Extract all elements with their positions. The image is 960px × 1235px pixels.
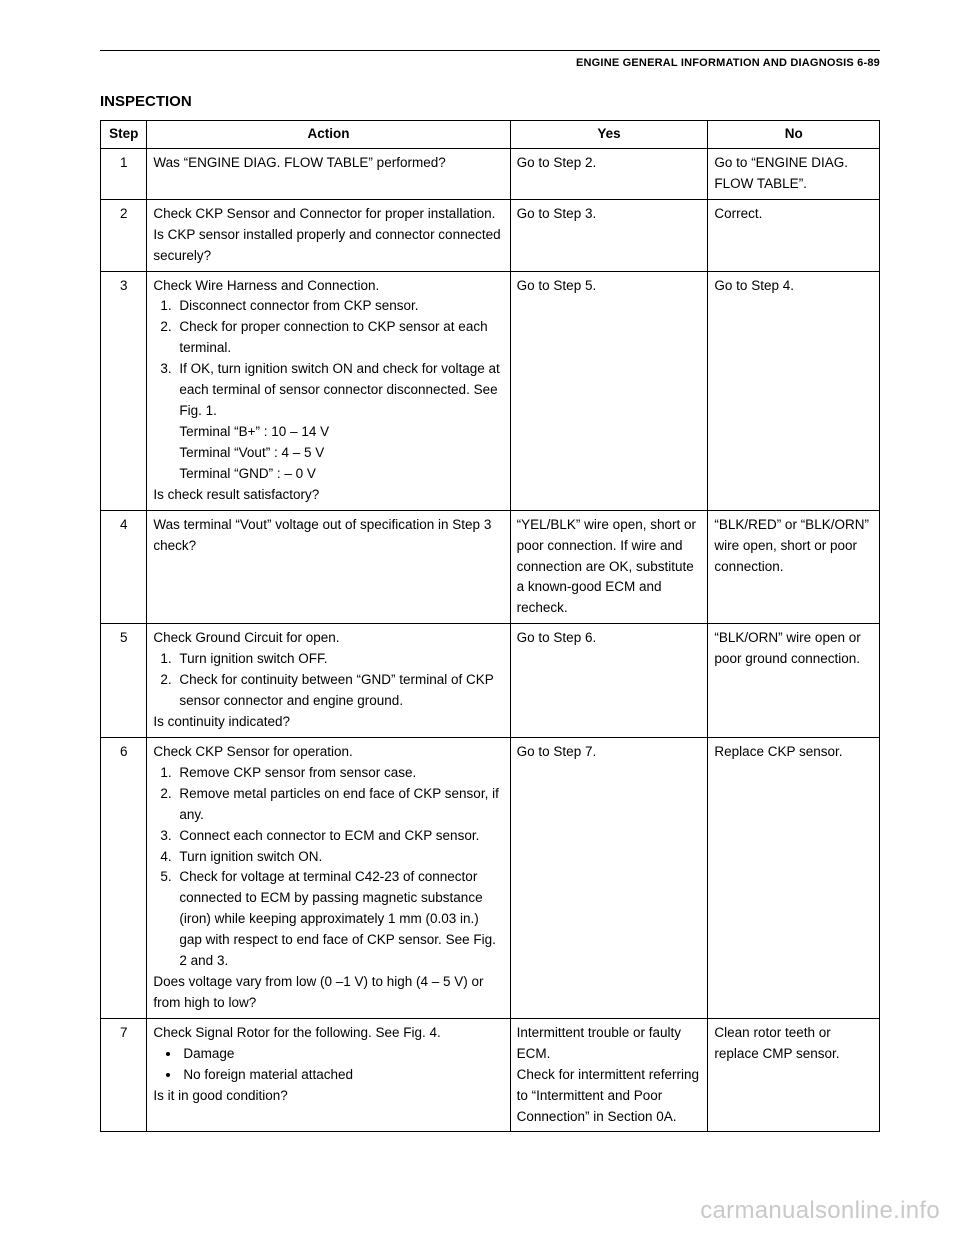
section-title: INSPECTION [100,93,880,110]
action-list-item: Connect each connector to ECM and CKP se… [175,826,503,847]
no-cell: “BLK/RED” or “BLK/ORN” wire open, short … [708,510,880,624]
table-header-row: Step Action Yes No [101,121,880,149]
action-list-item: Remove metal particles on end face of CK… [175,784,503,826]
step-cell: 6 [101,737,147,1018]
watermark: carmanualsonline.info [700,1197,940,1225]
inspection-table: Step Action Yes No 1 Was “ENGINE DIAG. FL… [100,120,880,1132]
table-row: 2 Check CKP Sensor and Connector for prop… [101,199,880,271]
action-intro: Check Signal Rotor for the following. Se… [153,1023,503,1044]
col-yes: Yes [510,121,708,149]
action-ordered-list: Disconnect connector from CKP sensor.Che… [153,296,503,484]
no-cell: Clean rotor teeth or replace CMP sensor. [708,1018,880,1132]
action-list-item: Check for voltage at terminal C42-23 of … [175,867,503,972]
table-row: 7 Check Signal Rotor for the following. S… [101,1018,880,1132]
table-row: 1 Was “ENGINE DIAG. FLOW TABLE” performed… [101,148,880,199]
action-close: Does voltage vary from low (0 –1 V) to h… [153,972,503,1014]
action-cell: Was terminal “Vout” voltage out of speci… [147,510,510,624]
yes-cell: “YEL/BLK” wire open, short or poor conne… [510,510,708,624]
yes-cell: Go to Step 6. [510,624,708,738]
action-cell: Check CKP Sensor for operation.Remove CK… [147,737,510,1018]
action-intro: Check CKP Sensor and Connector for prope… [153,204,503,225]
no-cell: Go to Step 4. [708,271,880,510]
action-cell: Check Signal Rotor for the following. Se… [147,1018,510,1132]
action-intro: Check CKP Sensor for operation. [153,742,503,763]
action-bullets: DamageNo foreign material attached [153,1044,503,1086]
no-cell: “BLK/ORN” wire open or poor ground conne… [708,624,880,738]
action-close: Is CKP sensor installed properly and con… [153,225,503,267]
action-cell: Check Ground Circuit for open.Turn ignit… [147,624,510,738]
action-cell: Check CKP Sensor and Connector for prope… [147,199,510,271]
table-row: 3Check Wire Harness and Connection.Disco… [101,271,880,510]
step-cell: 5 [101,624,147,738]
action-intro: Check Wire Harness and Connection. [153,276,503,297]
action-bullet-item: Damage [181,1044,503,1065]
action-close: Is it in good condition? [153,1086,503,1107]
col-action: Action [147,121,510,149]
yes-cell: Go to Step 3. [510,199,708,271]
action-list-item: Check for continuity between “GND” termi… [175,670,503,712]
table-row: 6Check CKP Sensor for operation.Remove C… [101,737,880,1018]
action-cell: Was “ENGINE DIAG. FLOW TABLE” performed? [147,148,510,199]
action-intro: Was terminal “Vout” voltage out of speci… [153,515,503,557]
col-no: No [708,121,880,149]
action-cell: Check Wire Harness and Connection.Discon… [147,271,510,510]
step-cell: 7 [101,1018,147,1132]
page-header: ENGINE GENERAL INFORMATION AND DIAGNOSIS… [100,57,880,69]
col-step: Step [101,121,147,149]
action-close: Is continuity indicated? [153,712,503,733]
header-rule [100,50,880,51]
table-row: 5Check Ground Circuit for open.Turn igni… [101,624,880,738]
action-list-item: Turn ignition switch OFF. [175,649,503,670]
yes-cell: Intermittent trouble or faulty ECM.Check… [510,1018,708,1132]
action-list-item: Disconnect connector from CKP sensor. [175,296,503,317]
no-cell: Correct. [708,199,880,271]
no-cell: Go to “ENGINE DIAG. FLOW TABLE”. [708,148,880,199]
step-cell: 1 [101,148,147,199]
yes-cell: Go to Step 7. [510,737,708,1018]
step-cell: 4 [101,510,147,624]
action-list-item: Check for proper connection to CKP senso… [175,317,503,359]
action-intro: Check Ground Circuit for open. [153,628,503,649]
table-row: 4Was terminal “Vout” voltage out of spec… [101,510,880,624]
action-list-item: Turn ignition switch ON. [175,847,503,868]
action-ordered-list: Turn ignition switch OFF.Check for conti… [153,649,503,712]
action-list-item: If OK, turn ignition switch ON and check… [175,359,503,485]
action-bullet-item: No foreign material attached [181,1065,503,1086]
action-ordered-list: Remove CKP sensor from sensor case.Remov… [153,763,503,972]
no-cell: Replace CKP sensor. [708,737,880,1018]
step-cell: 2 [101,199,147,271]
step-cell: 3 [101,271,147,510]
yes-cell: Go to Step 2. [510,148,708,199]
action-close: Is check result satisfactory? [153,485,503,506]
action-list-item: Remove CKP sensor from sensor case. [175,763,503,784]
yes-cell: Go to Step 5. [510,271,708,510]
action-intro: Was “ENGINE DIAG. FLOW TABLE” performed? [153,153,503,174]
